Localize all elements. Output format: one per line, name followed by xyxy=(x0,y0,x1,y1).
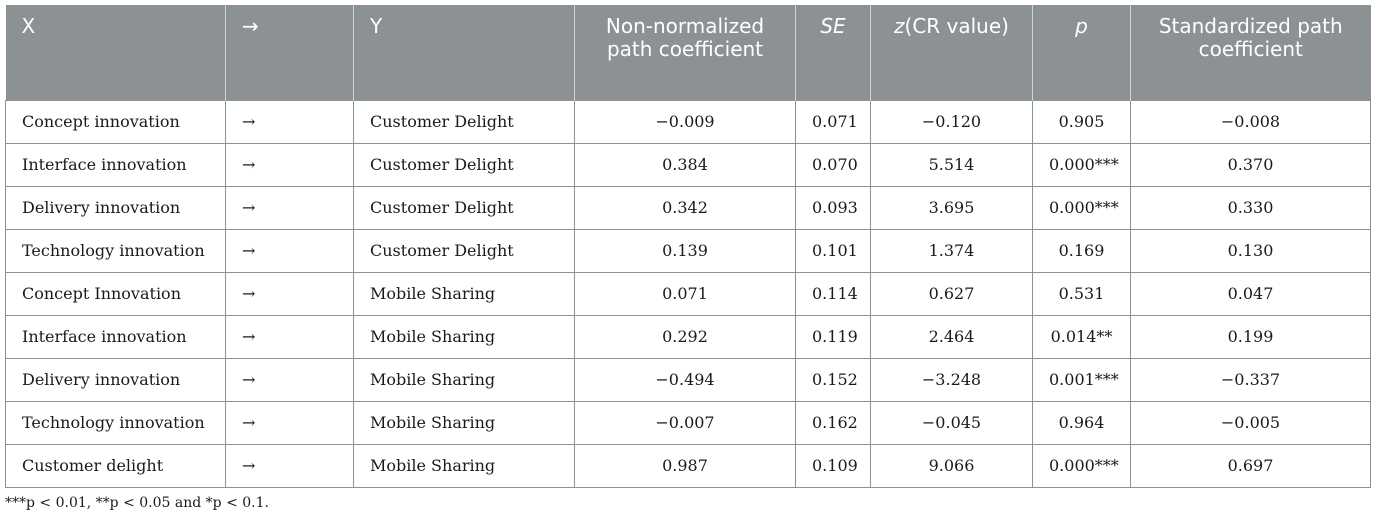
cell-se: 0.070 xyxy=(795,142,871,187)
cell-y: Mobile Sharing xyxy=(353,443,575,488)
cell-z: −3.248 xyxy=(870,357,1033,402)
results-table-container: X → Y Non-normalized path coefficient SE… xyxy=(5,5,1371,488)
cell-x: Delivery innovation xyxy=(5,185,226,230)
cell-nonnormalized: −0.009 xyxy=(574,99,796,144)
cell-arrow: → xyxy=(225,271,354,316)
cell-standardized: 0.370 xyxy=(1130,142,1371,187)
cell-se: 0.071 xyxy=(795,99,871,144)
cell-y: Mobile Sharing xyxy=(353,400,575,445)
cell-arrow: → xyxy=(225,185,354,230)
cell-standardized: −0.337 xyxy=(1130,357,1371,402)
table-row: Interface innovation → Customer Delight 0.3… xyxy=(5,142,1371,187)
cell-z: 2.464 xyxy=(870,314,1033,359)
cell-arrow: → xyxy=(225,357,354,402)
cell-standardized: 0.330 xyxy=(1130,185,1371,230)
cell-y: Customer Delight xyxy=(353,228,575,273)
cell-standardized: 0.199 xyxy=(1130,314,1371,359)
header-nonnormalized-path-coefficient: Non-normalized path coefficient xyxy=(574,5,796,100)
cell-nonnormalized: −0.494 xyxy=(574,357,796,402)
cell-x: Concept innovation xyxy=(5,99,226,144)
header-arrow: → xyxy=(225,5,354,100)
header-se: SE xyxy=(795,5,871,100)
cell-se: 0.093 xyxy=(795,185,871,230)
table-row: Concept Innovation → Mobile Sharing 0.071 0.… xyxy=(5,271,1371,316)
cell-z: 3.695 xyxy=(870,185,1033,230)
cell-arrow: → xyxy=(225,314,354,359)
header-row: X → Y Non-normalized path coefficient SE… xyxy=(5,5,1371,100)
header-p-label: p xyxy=(1075,14,1088,38)
cell-standardized: 0.130 xyxy=(1130,228,1371,273)
header-z-cr-value: z(CR value) xyxy=(870,5,1033,100)
cell-arrow: → xyxy=(225,443,354,488)
cell-x: Technology innovation xyxy=(5,400,226,445)
cell-x: Delivery innovation xyxy=(5,357,226,402)
cell-p: 0.000*** xyxy=(1032,185,1131,230)
cell-y: Mobile Sharing xyxy=(353,357,575,402)
cell-nonnormalized: 0.292 xyxy=(574,314,796,359)
cell-p: 0.169 xyxy=(1032,228,1131,273)
table-row: Technology innovation → Customer Delight 0.… xyxy=(5,228,1371,273)
table-row: Technology innovation → Mobile Sharing −0.0… xyxy=(5,400,1371,445)
cell-y: Customer Delight xyxy=(353,185,575,230)
significance-footnote: ***p < 0.01, **p < 0.05 and *p < 0.1. xyxy=(5,495,269,511)
cell-p: 0.531 xyxy=(1032,271,1131,316)
cell-p: 0.000*** xyxy=(1032,443,1131,488)
table-row: Delivery innovation → Customer Delight 0.34… xyxy=(5,185,1371,230)
cell-se: 0.162 xyxy=(795,400,871,445)
table-header: X → Y Non-normalized path coefficient SE… xyxy=(5,5,1371,100)
cell-z: 1.374 xyxy=(870,228,1033,273)
cell-z: 9.066 xyxy=(870,443,1033,488)
cell-x: Technology innovation xyxy=(5,228,226,273)
cell-se: 0.119 xyxy=(795,314,871,359)
table-row: Customer delight → Mobile Sharing 0.987 0.10… xyxy=(5,443,1371,488)
cell-z: −0.045 xyxy=(870,400,1033,445)
cell-arrow: → xyxy=(225,228,354,273)
cell-nonnormalized: 0.342 xyxy=(574,185,796,230)
header-se-label: SE xyxy=(820,14,846,38)
cell-arrow: → xyxy=(225,142,354,187)
cell-standardized: 0.697 xyxy=(1130,443,1371,488)
cell-y: Customer Delight xyxy=(353,99,575,144)
cell-se: 0.114 xyxy=(795,271,871,316)
cell-p: 0.000*** xyxy=(1032,142,1131,187)
cell-nonnormalized: 0.071 xyxy=(574,271,796,316)
path-coefficient-table: X → Y Non-normalized path coefficient SE… xyxy=(5,5,1371,488)
cell-x: Interface innovation xyxy=(5,142,226,187)
cell-p: 0.001*** xyxy=(1032,357,1131,402)
cell-z: 0.627 xyxy=(870,271,1033,316)
table-row: Delivery innovation → Mobile Sharing −0.494… xyxy=(5,357,1371,402)
cell-z: 5.514 xyxy=(870,142,1033,187)
cell-x: Concept Innovation xyxy=(5,271,226,316)
cell-x: Interface innovation xyxy=(5,314,226,359)
cell-standardized: 0.047 xyxy=(1130,271,1371,316)
cell-y: Mobile Sharing xyxy=(353,314,575,359)
cell-se: 0.101 xyxy=(795,228,871,273)
cell-y: Customer Delight xyxy=(353,142,575,187)
table-row: Concept innovation → Customer Delight −0.00… xyxy=(5,99,1371,144)
cell-z: −0.120 xyxy=(870,99,1033,144)
cell-y: Mobile Sharing xyxy=(353,271,575,316)
header-z-letter: z xyxy=(894,14,905,38)
cell-p: 0.014** xyxy=(1032,314,1131,359)
header-p: p xyxy=(1032,5,1131,100)
cell-p: 0.905 xyxy=(1032,99,1131,144)
header-standardized-path-coefficient: Standardized path coefficient xyxy=(1130,5,1371,100)
table-body: Concept innovation → Customer Delight −0.00… xyxy=(5,99,1371,488)
table-row: Interface innovation → Mobile Sharing 0.292… xyxy=(5,314,1371,359)
cell-nonnormalized: 0.384 xyxy=(574,142,796,187)
cell-standardized: −0.005 xyxy=(1130,400,1371,445)
header-x: X xyxy=(5,5,226,100)
cell-nonnormalized: 0.139 xyxy=(574,228,796,273)
cell-standardized: −0.008 xyxy=(1130,99,1371,144)
cell-x: Customer delight xyxy=(5,443,226,488)
cell-se: 0.152 xyxy=(795,357,871,402)
cell-nonnormalized: −0.007 xyxy=(574,400,796,445)
cell-p: 0.964 xyxy=(1032,400,1131,445)
cell-se: 0.109 xyxy=(795,443,871,488)
header-z-rest: (CR value) xyxy=(904,14,1009,38)
cell-arrow: → xyxy=(225,99,354,144)
header-y: Y xyxy=(353,5,575,100)
cell-nonnormalized: 0.987 xyxy=(574,443,796,488)
cell-arrow: → xyxy=(225,400,354,445)
